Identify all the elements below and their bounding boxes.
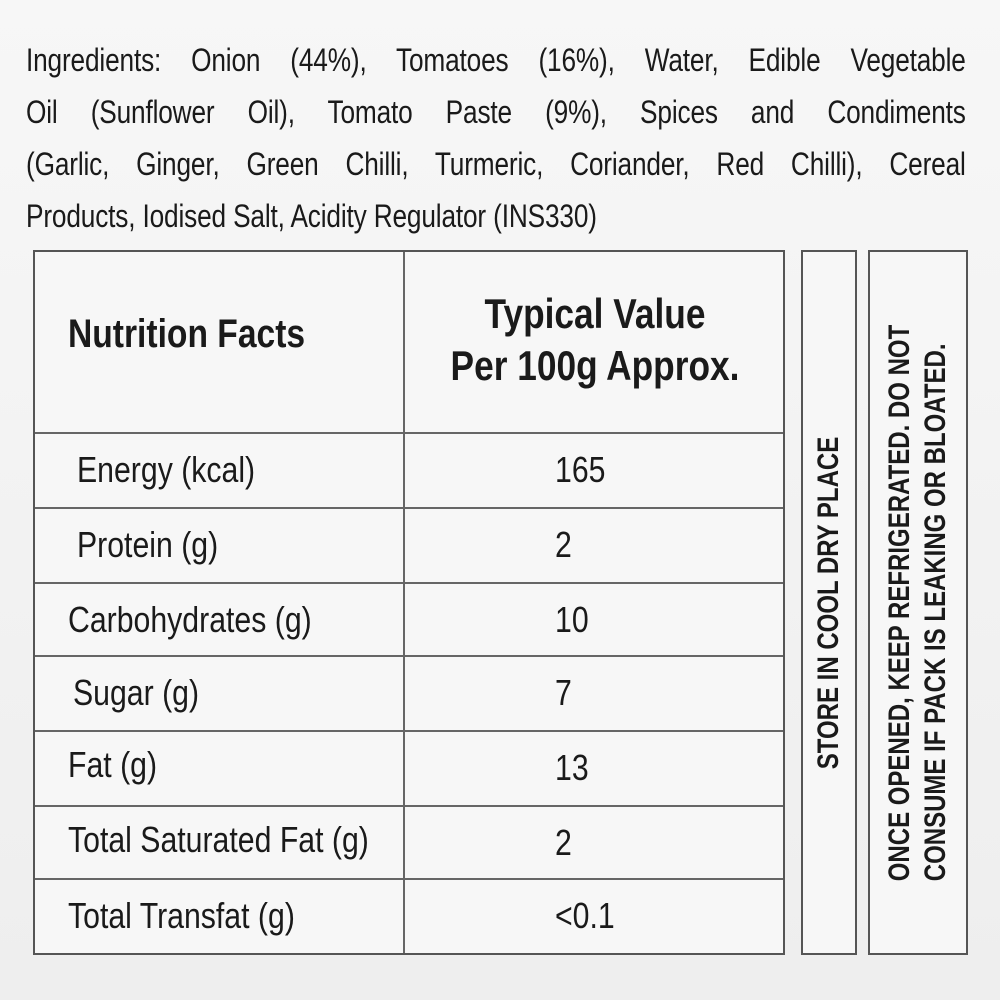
nutrition-facts-heading: Nutrition Facts xyxy=(68,312,306,356)
storage-box: STORE IN COOL DRY PLACE xyxy=(801,250,857,955)
row-divider xyxy=(35,582,783,584)
row-value-carbohydrates: 10 xyxy=(555,599,589,640)
row-label-protein: Protein (g) xyxy=(77,524,219,565)
row-divider xyxy=(35,507,783,509)
once-opened-box: ONCE OPENED, KEEP REFRIGERATED. DO NOT C… xyxy=(868,250,968,955)
ingredients-line: (Garlic, Ginger, Green Chilli, Turmeric,… xyxy=(26,146,966,182)
store-cool-dry-text: STORE IN COOL DRY PLACE xyxy=(812,436,845,769)
row-value-fat: 13 xyxy=(555,747,589,788)
row-divider xyxy=(35,432,783,434)
row-label-energy: Energy (kcal) xyxy=(77,449,256,490)
row-value-transfat: <0.1 xyxy=(555,895,615,936)
ingredients-text: Ingredients: Onion (44%), Tomatoes (16%)… xyxy=(26,34,966,242)
typical-value-heading: Typical Value Per 100g Approx. xyxy=(405,288,785,392)
per-100g-line: Per 100g Approx. xyxy=(450,342,740,389)
row-value-energy: 165 xyxy=(555,449,606,490)
consume-warning-line: CONSUME IF PACK IS LEAKING OR BLOATED. xyxy=(919,342,952,881)
nutrition-table: Nutrition Facts Typical Value Per 100g A… xyxy=(33,250,785,955)
ingredients-line: Products, Iodised Salt, Acidity Regulato… xyxy=(26,198,597,234)
once-opened-text: ONCE OPENED, KEEP REFRIGERATED. DO NOT C… xyxy=(882,324,954,881)
typical-value-line: Typical Value xyxy=(484,290,706,337)
row-divider xyxy=(35,730,783,732)
row-divider xyxy=(35,655,783,657)
row-value-sugar: 7 xyxy=(555,672,572,713)
row-divider xyxy=(35,805,783,807)
ingredients-line: Ingredients: Onion (44%), Tomatoes (16%)… xyxy=(26,42,966,78)
row-label-carbohydrates: Carbohydrates (g) xyxy=(68,599,312,640)
column-divider xyxy=(403,252,405,953)
row-label-transfat: Total Transfat (g) xyxy=(68,895,295,936)
ingredients-line: Oil (Sunflower Oil), Tomato Paste (9%), … xyxy=(26,94,966,130)
once-opened-line: ONCE OPENED, KEEP REFRIGERATED. DO NOT xyxy=(883,324,916,881)
row-label-saturated-fat: Total Saturated Fat (g) xyxy=(68,819,369,860)
row-divider xyxy=(35,878,783,880)
row-value-protein: 2 xyxy=(555,524,572,565)
row-label-fat: Fat (g) xyxy=(68,744,158,785)
row-value-saturated-fat: 2 xyxy=(555,822,572,863)
row-label-sugar: Sugar (g) xyxy=(73,672,200,713)
